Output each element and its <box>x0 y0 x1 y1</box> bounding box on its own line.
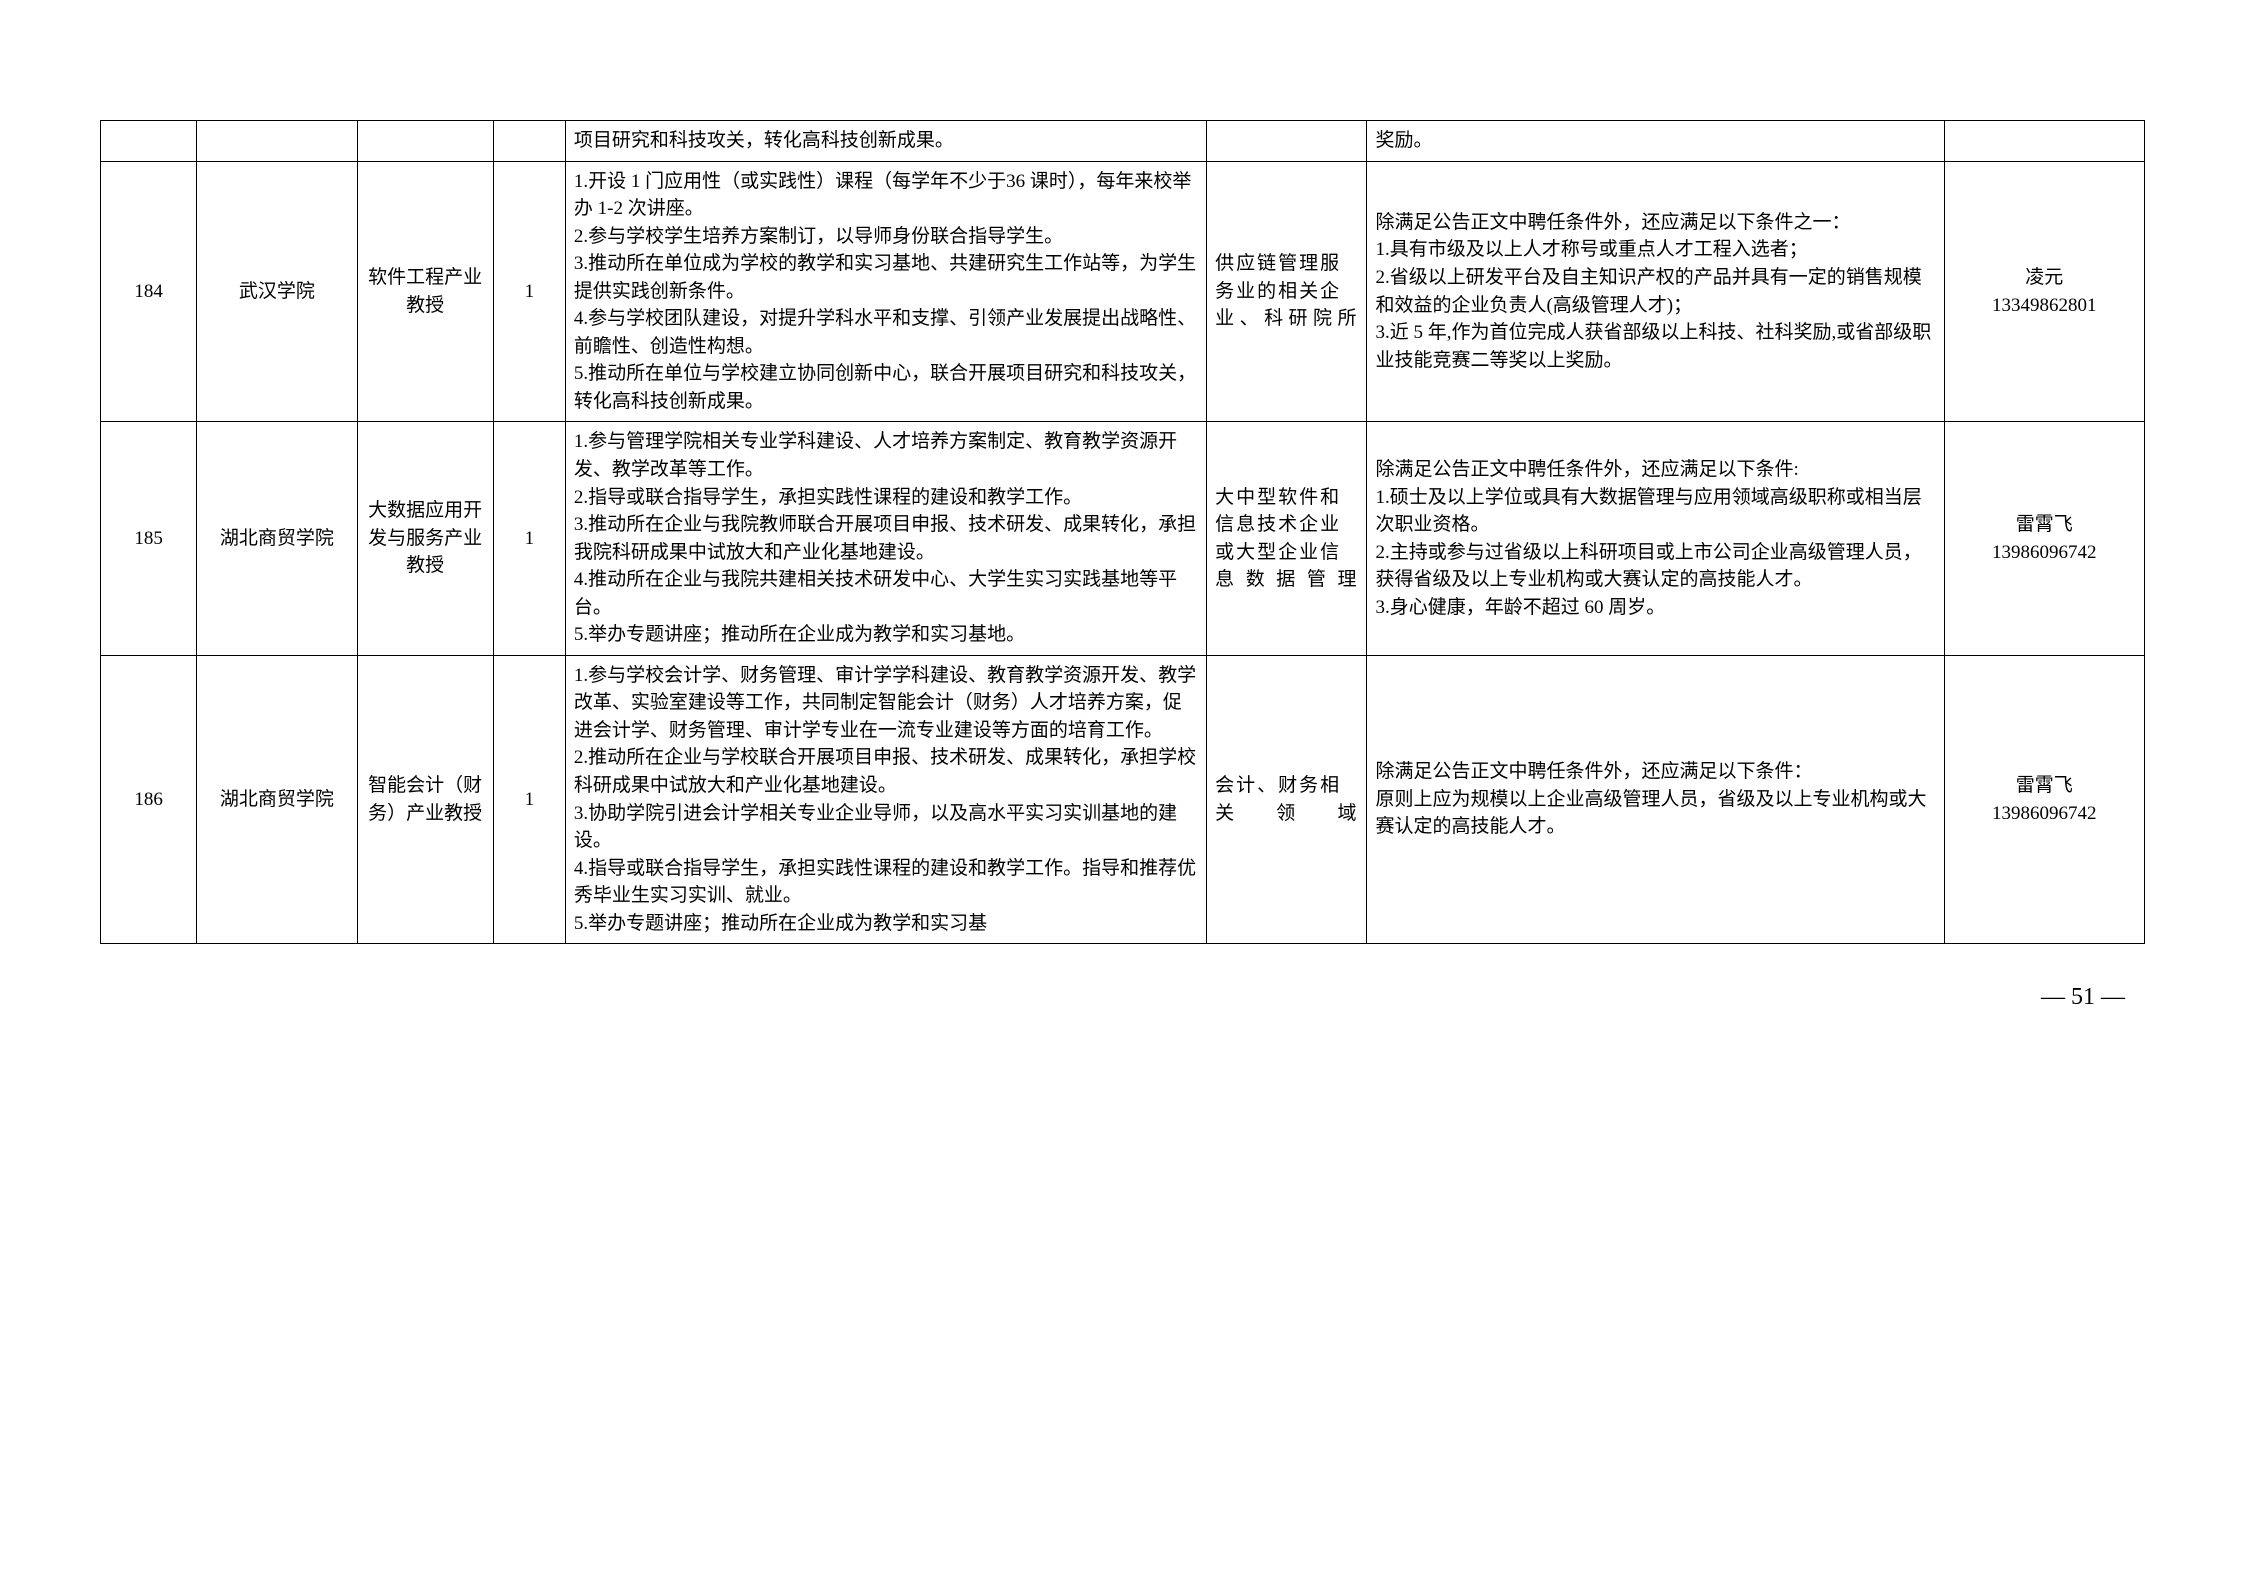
cell-id: 185 <box>101 422 197 655</box>
cell-id <box>101 121 197 162</box>
cell-req: 除满足公告正文中聘任条件外，还应满足以下条件:1.硕士及以上学位或具有大数据管理… <box>1367 422 1944 655</box>
cell-duty: 1.参与学校会计学、财务管理、审计学学科建设、教育教学资源开发、教学改革、实验室… <box>565 655 1206 943</box>
table-row: 184武汉学院软件工程产业教授11.开设 1 门应用性（或实践性）课程（每学年不… <box>101 161 2145 422</box>
cell-req: 奖励。 <box>1367 121 1944 162</box>
table-row: 项目研究和科技攻关，转化高科技创新成果。 奖励。 <box>101 121 2145 162</box>
table-row: 185湖北商贸学院大数据应用开发与服务产业教授11.参与管理学院相关专业学科建设… <box>101 422 2145 655</box>
cell-field <box>1207 121 1367 162</box>
cell-position: 智能会计（财务）产业教授 <box>357 655 493 943</box>
cell-school <box>197 121 357 162</box>
cell-school: 湖北商贸学院 <box>197 422 357 655</box>
cell-duty: 1.参与管理学院相关专业学科建设、人才培养方案制定、教育教学资源开发、教学改革等… <box>565 422 1206 655</box>
cell-req: 除满足公告正文中聘任条件外，还应满足以下条件之一：1.具有市级及以上人才称号或重… <box>1367 161 1944 422</box>
recruitment-table: 项目研究和科技攻关，转化高科技创新成果。奖励。184武汉学院软件工程产业教授11… <box>100 120 2145 944</box>
cell-school: 武汉学院 <box>197 161 357 422</box>
cell-id: 184 <box>101 161 197 422</box>
cell-num: 1 <box>493 655 565 943</box>
cell-id: 186 <box>101 655 197 943</box>
cell-field: 大中型软件和信息技术企业或大型企业信息数据管理 <box>1207 422 1367 655</box>
cell-position: 大数据应用开发与服务产业教授 <box>357 422 493 655</box>
table-body: 项目研究和科技攻关，转化高科技创新成果。奖励。184武汉学院软件工程产业教授11… <box>101 121 2145 944</box>
cell-contact <box>1944 121 2144 162</box>
cell-field: 会计、财务相关领域 <box>1207 655 1367 943</box>
cell-duty: 1.开设 1 门应用性（或实践性）课程（每学年不少于36 课时），每年来校举办 … <box>565 161 1206 422</box>
cell-position <box>357 121 493 162</box>
cell-num: 1 <box>493 422 565 655</box>
cell-duty: 项目研究和科技攻关，转化高科技创新成果。 <box>565 121 1206 162</box>
cell-contact: 凌元13349862801 <box>1944 161 2144 422</box>
table-row: 186湖北商贸学院智能会计（财务）产业教授11.参与学校会计学、财务管理、审计学… <box>101 655 2145 943</box>
cell-field: 供应链管理服务业的相关企业、科研院所 <box>1207 161 1367 422</box>
cell-contact: 雷霄飞13986096742 <box>1944 422 2144 655</box>
cell-num <box>493 121 565 162</box>
cell-school: 湖北商贸学院 <box>197 655 357 943</box>
cell-num: 1 <box>493 161 565 422</box>
cell-contact: 雷霄飞13986096742 <box>1944 655 2144 943</box>
cell-req: 除满足公告正文中聘任条件外，还应满足以下条件：原则上应为规模以上企业高级管理人员… <box>1367 655 1944 943</box>
cell-position: 软件工程产业教授 <box>357 161 493 422</box>
page-number: — 51 — <box>100 944 2145 1011</box>
